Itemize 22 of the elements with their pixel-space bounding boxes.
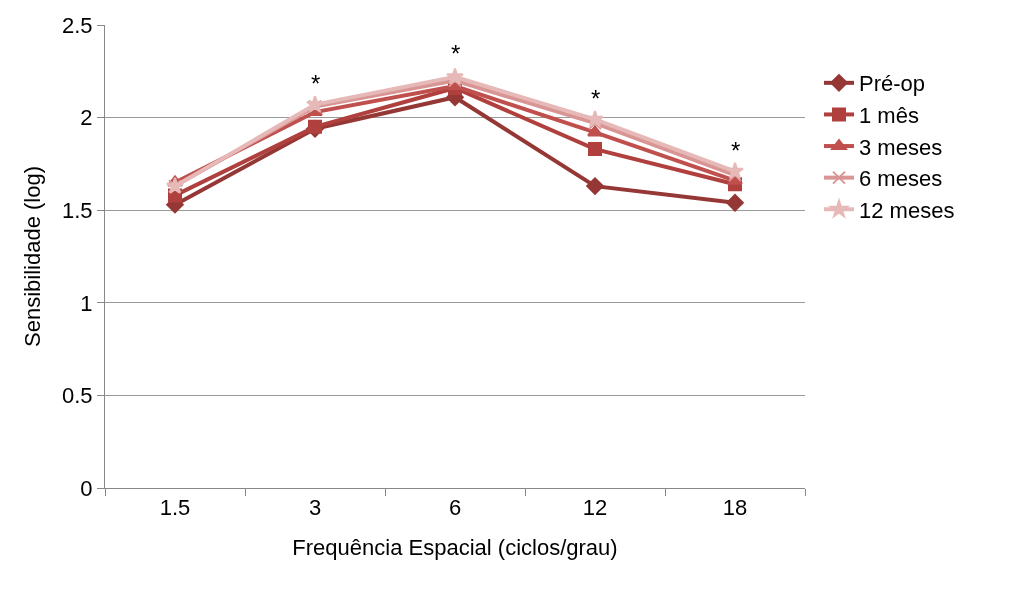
legend-label: Pré-op — [859, 71, 926, 97]
legend-label: 12 meses — [859, 197, 955, 223]
y-tick-label: 2.5 — [62, 12, 93, 38]
x-axis-title: Frequência Espacial (ciclos/grau) — [292, 535, 618, 561]
annotation: * — [591, 85, 601, 112]
y-tick-label: 1.5 — [62, 197, 93, 223]
y-tick-label: 2 — [80, 105, 93, 131]
y-tick-label: 1 — [80, 290, 93, 316]
x-tick-label: 18 — [722, 495, 748, 521]
x-tick-label: 12 — [582, 495, 608, 521]
y-tick-label: 0 — [80, 475, 93, 501]
x-tick-label: 1.5 — [159, 495, 191, 521]
x-tick-label: 3 — [308, 495, 322, 521]
legend-label: 3 meses — [859, 134, 943, 160]
x-tick-label: 6 — [448, 495, 462, 521]
legend-label: 1 mês — [859, 103, 919, 129]
annotation: * — [731, 137, 741, 164]
legend-label: 6 meses — [859, 166, 943, 192]
annotation: * — [311, 70, 321, 97]
y-axis-title: Sensibilidade (log) — [19, 166, 45, 347]
annotation: * — [451, 40, 461, 67]
y-tick-label: 0.5 — [62, 383, 93, 409]
